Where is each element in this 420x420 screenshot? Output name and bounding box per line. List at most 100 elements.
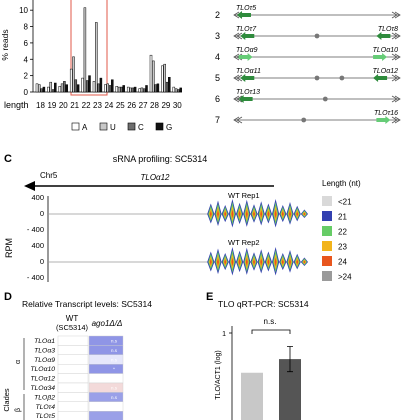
significance-bracket (251, 329, 291, 334)
clades-label: Clades (2, 388, 11, 412)
coverage-24nt (253, 259, 255, 265)
chevron-right-icon (391, 95, 401, 103)
chevron-left-icon (233, 74, 243, 82)
length-swatch (322, 241, 332, 251)
col-mutant: ago1Δ/Δ (92, 319, 123, 328)
mutant-cell (88, 401, 124, 412)
a-xtick-label: 19 (47, 101, 56, 110)
chevron-right-icon (391, 11, 401, 19)
mutant-cell (88, 354, 124, 365)
wt-cell (57, 401, 89, 412)
a-xtick-label: 24 (104, 101, 113, 110)
bar-U-22 (83, 7, 87, 93)
gene-label-left: TLOτ5 (236, 5, 256, 12)
a-xtick-label: 21 (70, 101, 79, 110)
coverage-24nt (217, 257, 219, 267)
bar-G-20 (65, 84, 68, 93)
length-legend: <21 21 22 23 24 >24 (322, 196, 352, 282)
bar-C-25 (120, 86, 123, 93)
bar-G-24 (111, 79, 114, 93)
length-legend-label: >24 (338, 273, 352, 282)
transcript-name: TLOα12 (30, 376, 55, 383)
length-swatch (322, 271, 332, 281)
length-legend-label: 22 (338, 228, 347, 237)
panel-e-ylabel: TLO/ACT1 (log) (215, 350, 222, 399)
bar-A-30 (172, 86, 176, 93)
bar-G-22 (88, 75, 91, 93)
panel-d: D Relative Transcript levels: SC5314 WT … (2, 291, 152, 420)
coverage-24nt (231, 209, 234, 219)
mutant-cell (88, 335, 124, 346)
bar-A-28 (149, 54, 153, 93)
a-xtick-label: 27 (139, 101, 148, 110)
coverage-24nt (245, 209, 248, 219)
panel-c-letter: C (4, 153, 12, 165)
bar-U-20 (60, 83, 64, 93)
length-swatch (322, 256, 332, 266)
legend-swatch-C (127, 122, 136, 131)
significance-tag: n.s (111, 404, 118, 409)
gene-label: TLOα12 (140, 173, 170, 182)
bar-C-24 (108, 85, 112, 93)
bar-U-29 (163, 63, 166, 93)
transcript-name: TLOα1 (34, 338, 55, 345)
panel-c-ylabel: RPM (4, 238, 14, 258)
coverage-24nt (224, 211, 227, 217)
coverage-24nt (224, 259, 227, 265)
gene-label-right: TLOα10 (373, 47, 398, 54)
a-xtick-label: 25 (116, 101, 125, 110)
locus-number: 2 (215, 10, 220, 20)
gene-arrow (376, 116, 391, 124)
panel-c-y-ticks: 400 0 - 400 400 0 - 400 (27, 193, 44, 282)
gene-label-right: TLOτ8 (378, 26, 398, 33)
clade-beta: β (15, 408, 22, 412)
wt-cell (57, 392, 89, 402)
bar-A-22 (81, 77, 84, 93)
bar-U-23 (95, 22, 98, 93)
transcript-name: TLOβ2 (34, 394, 55, 401)
legend-swatch-G (155, 122, 164, 131)
locus-marker (339, 75, 345, 81)
locus-marker (301, 117, 307, 123)
significance-tag: n.s (111, 357, 118, 362)
bar-U-27 (140, 87, 144, 93)
bar-G-19 (54, 82, 57, 93)
significance-tag: n.s (111, 348, 118, 353)
length-swatch (322, 196, 332, 206)
coverage-24nt (238, 210, 241, 218)
wt-cell (57, 382, 89, 393)
panel-c: C sRNA profiling: SC5314 Chr5 TLOα12 RPM… (4, 153, 361, 282)
coverage-24nt (296, 211, 299, 217)
panel-e-letter: E (206, 291, 213, 303)
bar-G-30 (179, 87, 182, 93)
coverage-24nt (303, 260, 306, 264)
bar-U-18 (38, 84, 41, 93)
a-xtick-label: 26 (127, 101, 136, 110)
bar-U-28 (152, 60, 155, 93)
a-xtick-label: 30 (173, 101, 182, 110)
bar-U-21 (72, 56, 75, 93)
transcript-name: TLOα3 (34, 347, 55, 354)
length-swatch (322, 211, 332, 221)
a-ytick-label: 2 (24, 72, 29, 81)
locus-marker (322, 96, 328, 102)
gene-arrow (238, 95, 253, 103)
length-legend-label: 24 (338, 258, 347, 267)
bar-U-25 (117, 86, 121, 93)
bar-C-27 (142, 88, 146, 93)
transcript-name: TLOτ4 (35, 404, 55, 411)
significance-tag: n.s (111, 386, 118, 391)
bar-A-24 (104, 84, 107, 93)
rep1-label: WT Rep1 (228, 191, 260, 200)
c-ytick-4: 400 (31, 241, 44, 250)
mutant-cell (88, 373, 124, 384)
bar-G-23 (99, 77, 103, 93)
panel-a-bars (35, 7, 182, 93)
wt-cell (57, 373, 89, 384)
chromosome-arrow-head (24, 181, 35, 191)
bar-C-26 (131, 87, 135, 93)
panel-b: 2 TLOτ5 3 TLOτ7 TLOτ8 4 TLOα9 TLOα10 5 TLOα11 TLOα… (215, 5, 401, 125)
c-ytick-2: 0 (40, 209, 44, 218)
